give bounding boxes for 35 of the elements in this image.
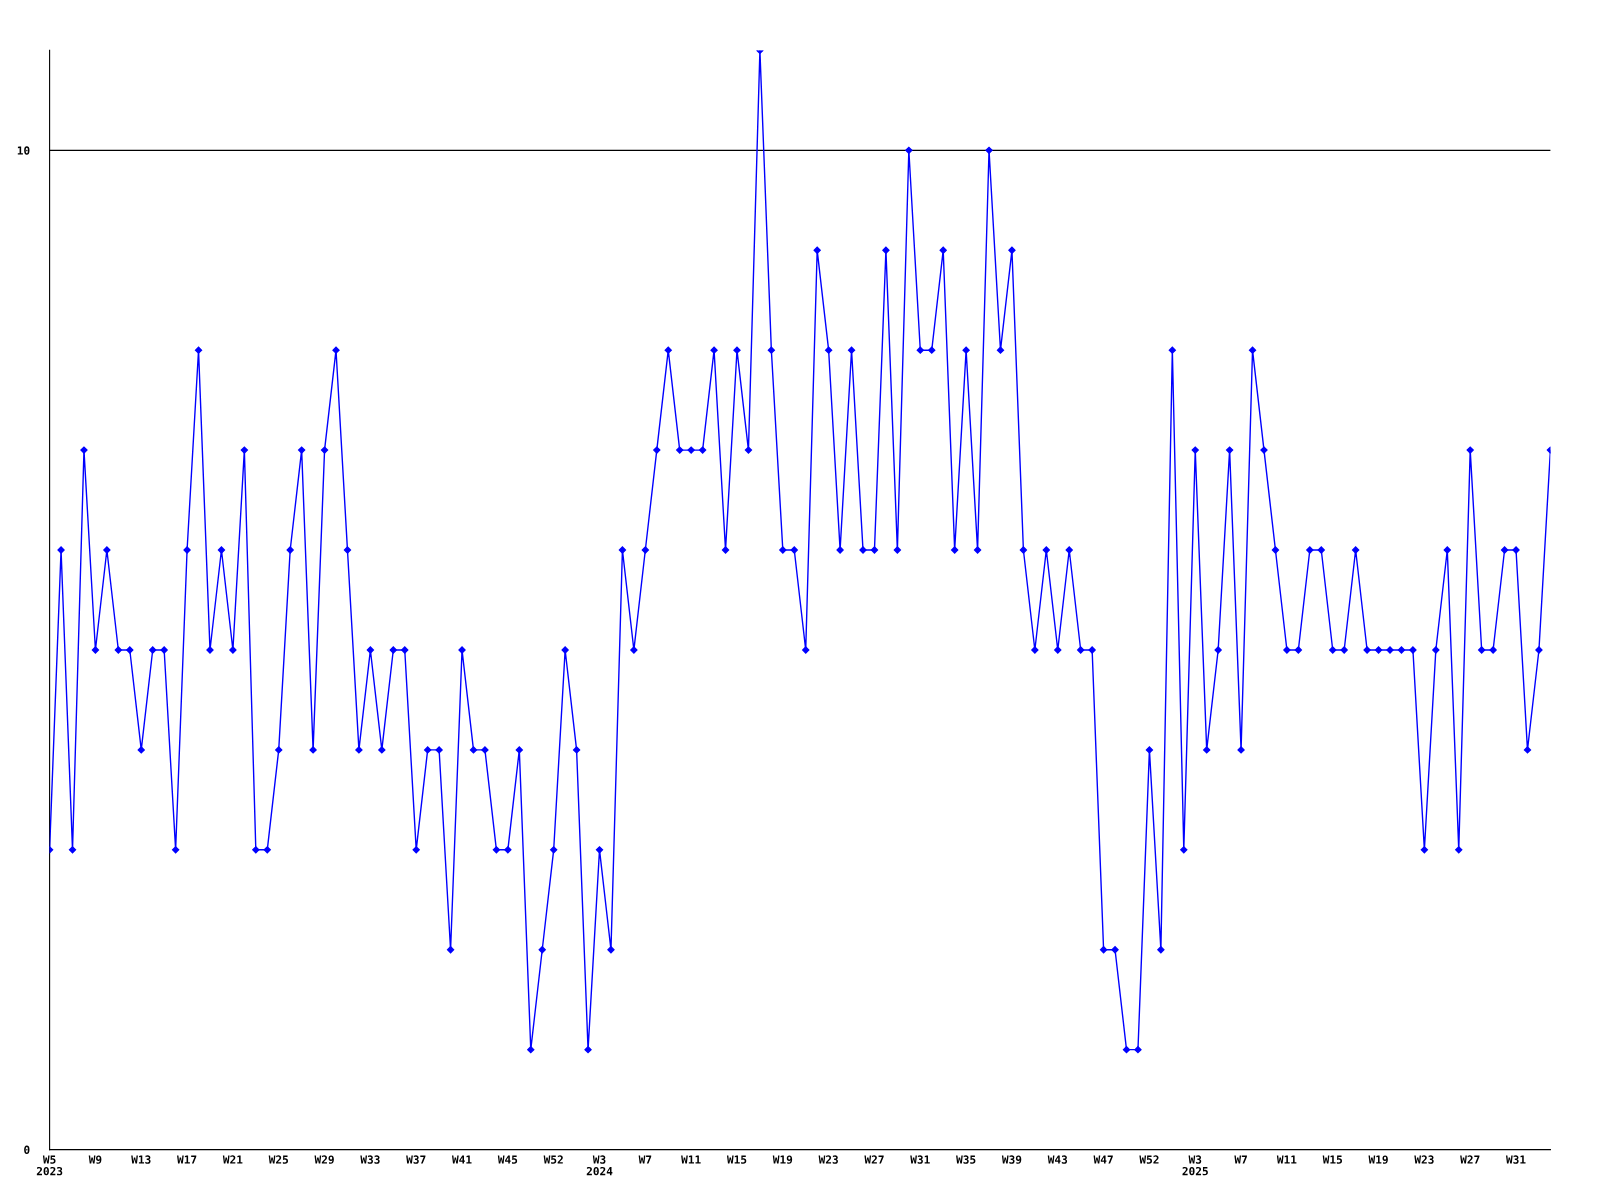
x-tick-label: W3 2025 [1182,1155,1208,1176]
x-tick-label: W52 [543,1155,563,1164]
x-tick-label: W31 [910,1155,930,1164]
x-tick-label: W31 [1506,1155,1526,1164]
x-tick-label: W7 [638,1155,652,1164]
x-tick-label: W33 [360,1155,380,1164]
x-tick-label: W41 [452,1155,472,1164]
x-tick-label: W37 [406,1155,426,1164]
x-tick-label: W19 [1368,1155,1388,1164]
x-tick-label: W13 [131,1155,151,1164]
y-tick-label: 0 [24,1145,30,1154]
x-tick-label: W3 2024 [586,1155,613,1176]
x-tick-label: W19 [772,1155,793,1164]
x-tick-label: W25 [268,1155,289,1164]
x-tick-label: W7 [1234,1155,1247,1164]
x-tick-label: W39 [1001,1155,1022,1164]
x-tick-label: W27 [1460,1155,1480,1164]
x-tick-label: W52 [1139,1155,1159,1164]
x-tick-label: W45 [497,1155,518,1164]
x-tick-label: W5 2023 [36,1155,63,1176]
x-tick-label: W21 [222,1155,243,1164]
x-tick-label: W47 [1093,1155,1113,1164]
x-tick-label: W11 [1276,1155,1297,1164]
x-tick-label: W29 [314,1155,334,1164]
x-tick-label: W11 [681,1155,701,1164]
x-tick-label: W43 [1047,1155,1068,1164]
x-tick-label: W23 [1414,1155,1434,1164]
x-tick-label: W27 [864,1155,884,1164]
x-tick-label: W15 [1322,1155,1343,1164]
x-tick-label: W17 [177,1155,197,1164]
x-tick-label: W23 [818,1155,838,1164]
x-tick-label: W15 [726,1155,747,1164]
y-tick-label: 10 [17,146,30,155]
x-tick-label: W35 [956,1155,976,1164]
x-tick-label: W9 [88,1155,102,1164]
